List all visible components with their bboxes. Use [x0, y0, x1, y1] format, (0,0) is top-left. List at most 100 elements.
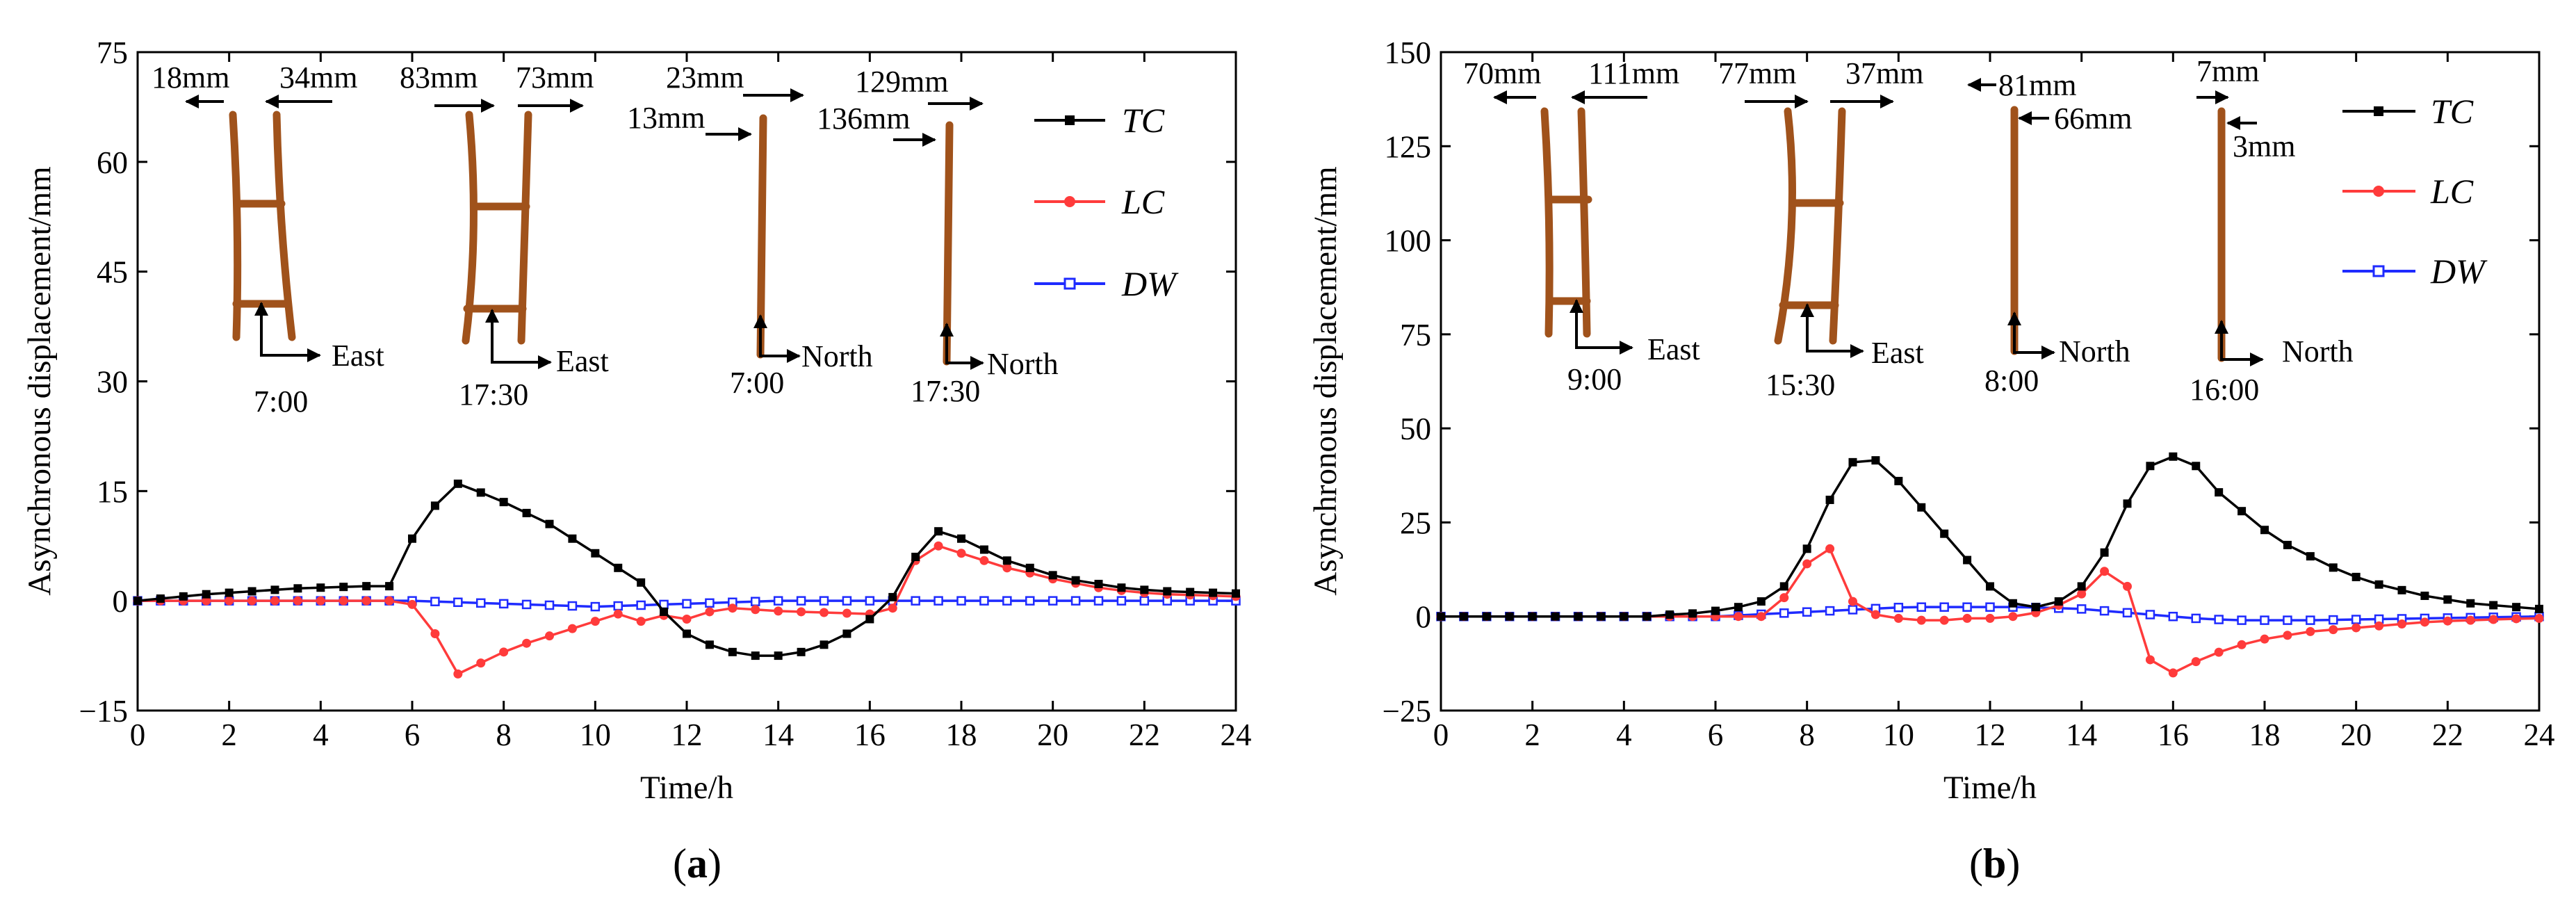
- data-point-dw: [1962, 602, 1972, 612]
- data-point-lc: [407, 599, 417, 609]
- data-point-dw: [842, 596, 852, 606]
- data-point-lc: [956, 549, 966, 558]
- inset-label-b2: 111mm: [1588, 56, 1679, 90]
- data-point-tc: [2397, 585, 2406, 594]
- x-tick-label: 18: [2249, 718, 2281, 752]
- data-point-tc: [774, 651, 783, 660]
- direction-label-a4: North: [987, 347, 1059, 381]
- data-point-dw: [2214, 615, 2224, 624]
- direction-label-b2: East: [1871, 336, 1924, 370]
- data-point-dw: [1093, 596, 1104, 606]
- y-tick-label: 75: [1400, 318, 1431, 352]
- data-point-lc: [2420, 617, 2429, 627]
- x-tick-label: 22: [1129, 718, 1160, 752]
- data-point-lc: [225, 596, 234, 606]
- data-point-dw: [2237, 615, 2247, 625]
- data-point-dw: [865, 596, 875, 606]
- inset-label-a3: 83mm: [400, 60, 478, 95]
- direction-label-b1: East: [1647, 332, 1700, 366]
- data-point-tc: [156, 594, 165, 603]
- data-point-dw: [2099, 606, 2110, 616]
- time-label-a4: 17:30: [911, 374, 980, 408]
- x-tick-label: 16: [2158, 718, 2189, 752]
- data-point-lc: [522, 638, 532, 648]
- data-point-lc: [751, 605, 760, 615]
- data-point-tc: [1002, 556, 1011, 565]
- data-point-dw: [1779, 608, 1789, 618]
- inset-label-b4: 37mm: [1845, 56, 1923, 90]
- data-point-dw: [2076, 604, 2087, 614]
- inset-sketches-b: [1540, 106, 2226, 362]
- data-point-tc: [2306, 552, 2315, 561]
- data-point-lc: [293, 596, 302, 606]
- data-point-lc: [2488, 615, 2498, 624]
- data-point-lc: [361, 596, 371, 606]
- axis-arrow-a3: [753, 314, 801, 363]
- data-point-lc: [1779, 593, 1789, 603]
- column-sketch-a1-left: [229, 111, 242, 341]
- data-point-lc: [2260, 634, 2269, 644]
- data-point-tc: [2077, 582, 2086, 591]
- data-point-lc: [888, 603, 897, 613]
- data-point-lc: [1825, 544, 1835, 553]
- data-point-lc: [705, 607, 715, 617]
- data-point-tc: [1482, 612, 1491, 621]
- data-point-dw: [590, 601, 601, 612]
- data-point-tc: [797, 647, 806, 656]
- data-point-tc: [1734, 603, 1743, 612]
- column-sketch-b1-left: [1540, 107, 1554, 338]
- data-point-tc: [820, 640, 829, 649]
- data-point-dw: [521, 599, 532, 610]
- x-axis-label-b: Time/h: [1943, 770, 2037, 806]
- data-point-lc: [316, 596, 325, 606]
- data-point-lc: [2077, 589, 2087, 599]
- panel-label-a: (a): [673, 841, 722, 886]
- data-point-dw: [1893, 602, 1904, 613]
- legend-label-lc-a: LC: [1121, 182, 1165, 221]
- data-point-tc: [2329, 563, 2338, 572]
- data-point-tc: [545, 519, 554, 528]
- legend-label-lc-b: LC: [2430, 172, 2474, 211]
- data-point-dw: [1047, 596, 1058, 606]
- data-point-dw: [453, 597, 463, 608]
- data-point-tc: [1848, 457, 1857, 467]
- direction-label-b3: North: [2059, 334, 2130, 368]
- time-label-b2: 15:30: [1766, 368, 1835, 402]
- data-point-lc: [2397, 619, 2406, 629]
- data-point-tc: [362, 582, 371, 591]
- x-tick-label: 10: [580, 718, 611, 752]
- inset-label-a4: 73mm: [516, 60, 594, 95]
- data-point-lc: [2465, 615, 2475, 625]
- x-tick-label: 16: [854, 718, 886, 752]
- data-point-tc: [637, 578, 646, 587]
- data-point-tc: [1642, 612, 1652, 621]
- data-point-lc: [567, 624, 577, 633]
- inset-label-b5: 81mm: [1998, 68, 2076, 102]
- data-point-tc: [888, 592, 897, 601]
- y-tick-label: 100: [1385, 224, 1432, 259]
- time-label-b3: 8:00: [1984, 364, 2039, 398]
- data-point-dw: [911, 596, 920, 606]
- data-point-tc: [2420, 591, 2429, 600]
- data-point-lc: [728, 603, 737, 613]
- data-point-dw: [773, 596, 783, 606]
- y-tick-label: 125: [1385, 129, 1432, 164]
- data-point-lc: [2145, 655, 2155, 665]
- data-point-dw: [956, 596, 966, 606]
- inset-label-a5: 23mm: [666, 60, 744, 95]
- series-line-tc: [1441, 455, 2540, 618]
- data-point-lc: [339, 596, 348, 606]
- data-point-lc: [1002, 563, 1012, 573]
- data-point-tc: [1574, 612, 1583, 621]
- data-point-dw: [2168, 611, 2178, 622]
- data-point-tc: [2535, 604, 2543, 613]
- data-point-dw: [2283, 615, 2292, 625]
- data-point-tc: [476, 488, 485, 497]
- time-label-a3: 7:00: [730, 366, 784, 400]
- x-tick-label: 2: [1524, 718, 1540, 752]
- data-point-lc: [1848, 597, 1857, 606]
- inset-label-a6: 13mm: [627, 101, 705, 135]
- data-point-tc: [1459, 612, 1468, 621]
